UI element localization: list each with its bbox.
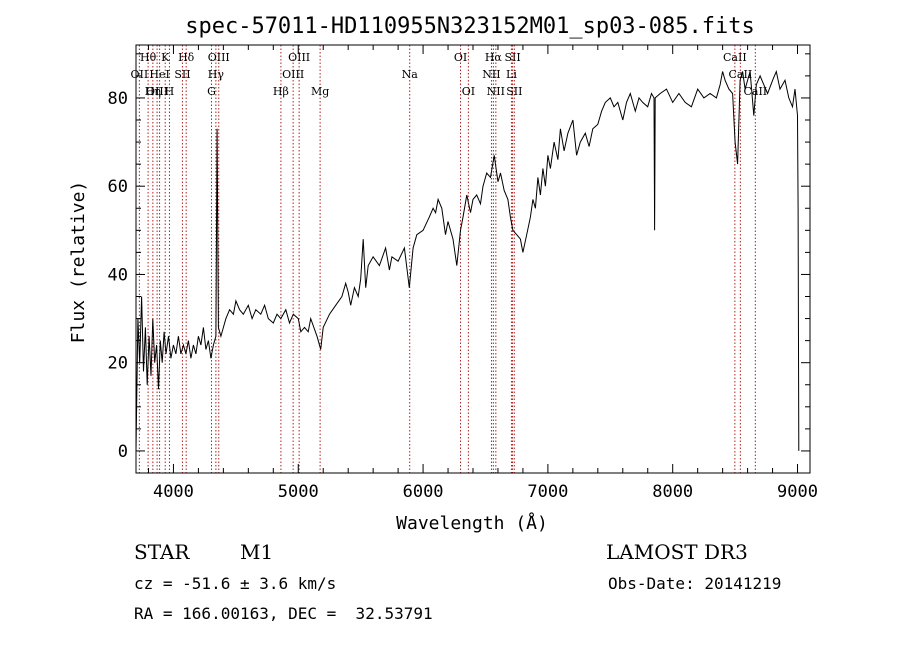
- spectral-line-label: HeI: [149, 68, 169, 81]
- spectral-line-label: Hθ: [140, 51, 157, 64]
- spectral-line-label: CaII: [743, 85, 767, 98]
- spectral-line-label: H: [165, 85, 175, 98]
- spectral-line-label: Na: [402, 68, 419, 81]
- spectral-line-markers: [138, 45, 756, 473]
- spectral-line-label: Li: [506, 68, 517, 81]
- spectral-line-label: SII: [504, 51, 520, 64]
- spectral-line-label: NII: [482, 68, 500, 81]
- redshift-velocity: cz = -51.6 ± 3.6 km/s: [134, 574, 337, 593]
- object-class: STAR: [134, 540, 190, 564]
- spectral-line-label: G: [207, 85, 216, 98]
- observation-date: Obs-Date: 20141219: [608, 574, 782, 593]
- survey-name: LAMOST DR3: [606, 540, 748, 564]
- spectral-line-label: Hβ: [273, 85, 289, 98]
- spectral-line-label: OII: [131, 68, 149, 81]
- spectral-line-label: SII: [174, 68, 190, 81]
- chart-title: spec-57011-HD110955N323152M01_sp03-085.f…: [185, 14, 755, 39]
- spectral-line-label: Hη: [145, 85, 161, 98]
- object-subclass: M1: [240, 540, 274, 564]
- spectral-line-label: NII: [487, 85, 505, 98]
- y-tick-label: 80: [108, 89, 128, 109]
- plot-axes: 4000 5000 6000 7000 8000 9000 0 20 40 60 80: [108, 44, 818, 502]
- spectral-line-label: Hδ: [178, 51, 195, 64]
- spectral-line-label: OIII: [146, 85, 168, 98]
- x-axis-label: Wavelength (Å): [396, 512, 548, 534]
- spectral-line-label: OIII: [208, 51, 230, 64]
- y-tick-label: 0: [118, 442, 128, 462]
- spectrum-line: [135, 69, 800, 451]
- spectral-line-label: Hγ: [208, 68, 225, 81]
- spectral-line-label: SII: [506, 85, 522, 98]
- x-tick-label: 4000: [153, 482, 194, 502]
- spectral-line-label: OI: [454, 51, 467, 64]
- sky-coordinates: RA = 166.00163, DEC = 32.53791: [134, 604, 433, 623]
- y-tick-label: 20: [108, 354, 128, 374]
- x-tick-label: 5000: [278, 482, 319, 502]
- x-tick-label: 7000: [527, 482, 568, 502]
- x-tick-label: 8000: [652, 482, 693, 502]
- spectral-line-label: K: [161, 51, 170, 64]
- y-axis-label: Flux (relative): [68, 181, 89, 344]
- plot-frame: [135, 44, 811, 474]
- spectral-line-label: CaII: [723, 51, 747, 64]
- spectral-line-label: OI: [462, 85, 475, 98]
- spectral-line-label: CaII: [729, 68, 753, 81]
- x-tick-label: 6000: [403, 482, 444, 502]
- y-tick-label: 40: [108, 265, 128, 285]
- spectral-line-label: Hα: [485, 51, 503, 64]
- spectrum-series: [135, 69, 800, 451]
- spectral-line-label: OIII: [282, 68, 304, 81]
- spectral-line-label: OIII: [288, 51, 310, 64]
- x-tick-label: 9000: [777, 482, 818, 502]
- y-tick-label: 60: [108, 177, 128, 197]
- spectral-line-label: Mg: [311, 85, 329, 98]
